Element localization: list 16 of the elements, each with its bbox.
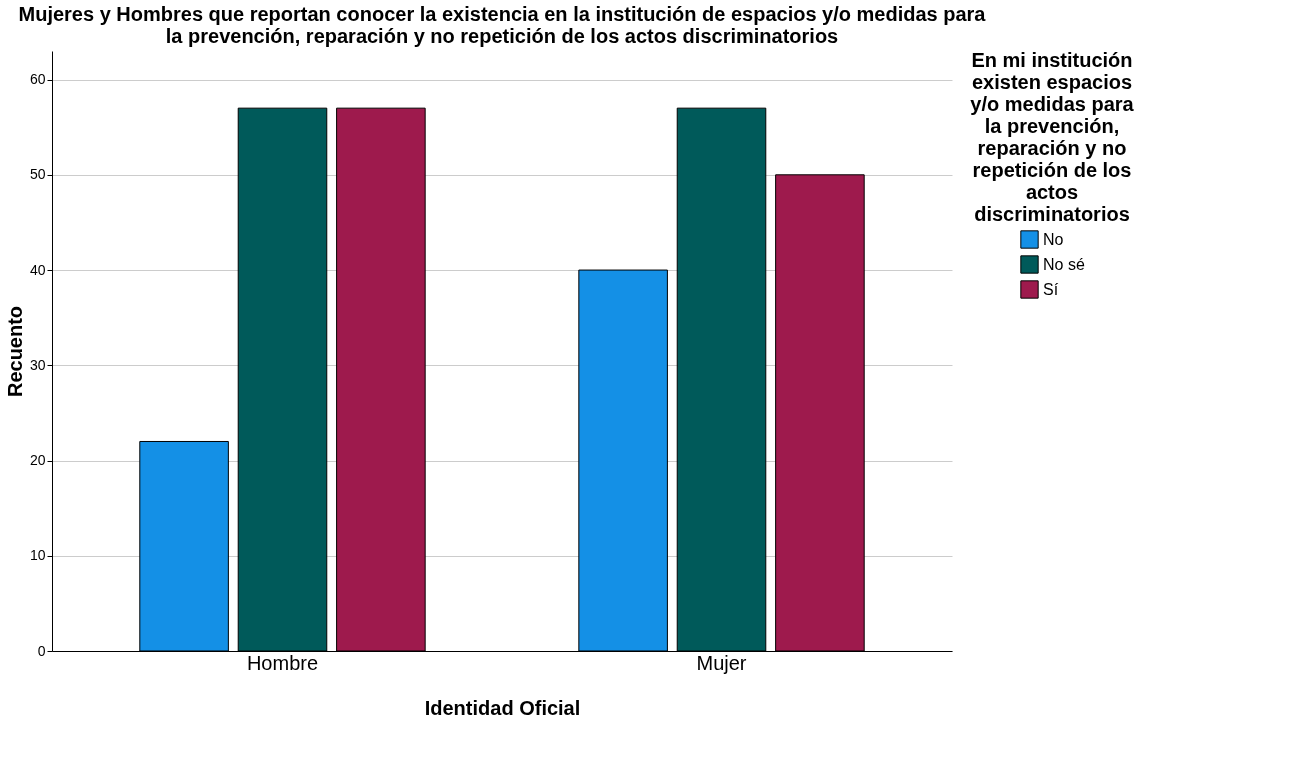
chart-title: Mujeres y Hombres que reportan conocer la existencia en la institución de espacios y/o medidas para la prevención, reparación y no repetición de los actos discriminatorios: [18, 3, 987, 47]
legend-label: No sé: [1043, 255, 1085, 273]
y-tick-label: 60: [29, 71, 46, 88]
legend-label: Sí: [1043, 280, 1059, 298]
legend-label: No: [1043, 230, 1064, 248]
x-tick-label: Mujer: [696, 651, 747, 674]
y-tick-label: 20: [29, 452, 46, 469]
y-axis-title: Recuento: [3, 305, 26, 398]
legend-title: En mi institución existen espacios y/o medidas para la prevención, reparación y no repetición de los actos discriminatorios: [970, 49, 1135, 225]
y-tick-label: 40: [29, 261, 46, 278]
y-tick-label: 0: [37, 642, 46, 659]
y-tick-label: 10: [29, 547, 46, 564]
y-tick-label: 50: [29, 166, 46, 183]
x-tick-label: Hombre: [246, 651, 319, 674]
y-tick-label: 30: [29, 356, 46, 373]
x-axis-title: Identidad Oficial: [424, 696, 581, 719]
